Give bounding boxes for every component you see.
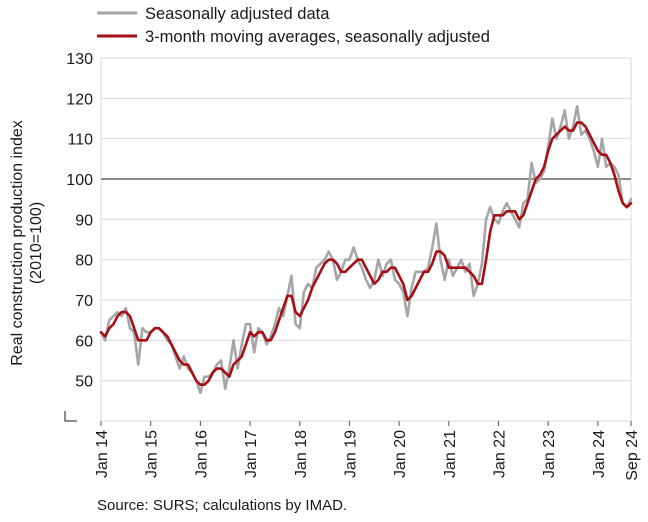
legend-label-seasonally-adjusted: Seasonally adjusted data <box>145 5 330 23</box>
gridlines <box>101 57 631 382</box>
x-tick-label-11: Sep 24 <box>624 430 641 481</box>
y-tick-label-60: 60 <box>75 333 93 350</box>
x-tick-label-8: Jan 22 <box>492 430 509 478</box>
legend: Seasonally adjusted data 3-month moving … <box>97 5 490 46</box>
x-tick-label-2: Jan 16 <box>193 430 210 478</box>
y-tick-label-110: 110 <box>67 132 93 149</box>
x-tick-label-1: Jan 15 <box>144 430 161 478</box>
x-tick-label-10: Jan 24 <box>591 430 608 478</box>
y-axis-ticks: 50 60 70 80 90 100 110 120 130 <box>66 51 93 391</box>
y-tick-label-120: 120 <box>66 91 93 108</box>
x-axis-ticks: Jan 14 Jan 15 Jan 16 Jan 17 Jan 18 Jan 19 Jan … <box>94 421 641 481</box>
x-tick-label-9: Jan 23 <box>541 430 558 478</box>
series-lines <box>99 105 633 395</box>
legend-label-moving-average: 3-month moving averages, seasonally adju… <box>145 28 490 46</box>
y-tick-label-130: 130 <box>66 51 93 68</box>
x-tick-label-5: Jan 19 <box>342 430 359 478</box>
y-tick-label-50: 50 <box>75 374 93 391</box>
x-tick-label-0: Jan 14 <box>94 430 111 478</box>
y-tick-label-80: 80 <box>75 253 93 270</box>
axis-break-mark <box>64 411 77 422</box>
y-tick-label-90: 90 <box>75 212 93 229</box>
x-tick-label-4: Jan 18 <box>293 430 310 478</box>
y-axis-label: Real construction production index (2010… <box>9 120 45 365</box>
y-tick-label-100: 100 <box>66 172 93 189</box>
x-tick-label-6: Jan 20 <box>392 430 409 478</box>
y-axis-label-line2: (2010=100) <box>28 202 45 284</box>
source-note: Source: SURS; calculations by IMAD. <box>97 497 348 514</box>
series-line-moving-average <box>99 121 633 387</box>
x-tick-label-7: Jan 21 <box>442 430 459 478</box>
y-axis-label-line1: Real construction production index <box>9 120 26 365</box>
y-tick-label-70: 70 <box>75 293 93 310</box>
series-line-seasonally-adjusted <box>99 105 633 395</box>
x-tick-label-3: Jan 17 <box>243 430 260 478</box>
